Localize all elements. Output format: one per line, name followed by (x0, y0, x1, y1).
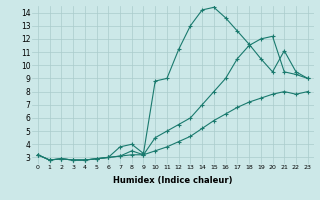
X-axis label: Humidex (Indice chaleur): Humidex (Indice chaleur) (113, 176, 233, 185)
